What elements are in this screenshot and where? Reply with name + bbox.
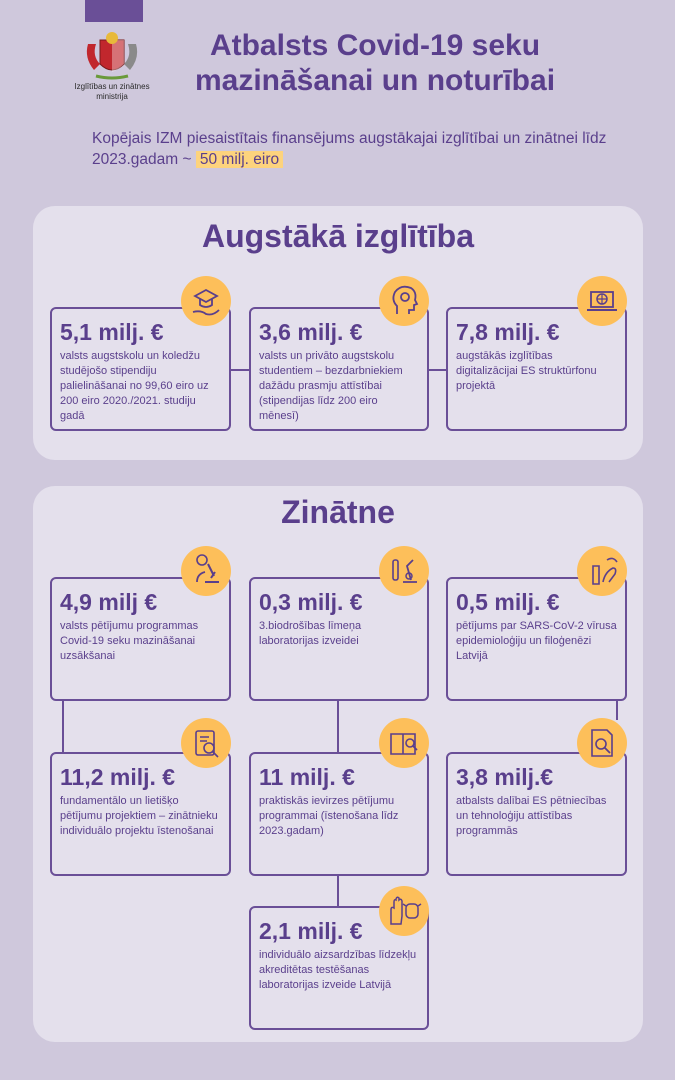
card-amount: 5,1 milj. € (60, 319, 164, 345)
card-digitalization: 7,8 milj. € augstākās izglītības digital… (446, 307, 627, 431)
card-unemployed-students: 3,6 milj. € valsts un privāto augstskolu… (249, 307, 429, 431)
card-amount: 3,8 milj.€ (456, 764, 554, 790)
card-practical-research: 11 milj. € praktiskās ievirzes pētījumu … (249, 752, 429, 876)
head-gear-icon (379, 276, 429, 326)
science-heading: Zinātne (281, 494, 395, 530)
connector-line (62, 700, 64, 752)
connector-line (616, 700, 618, 720)
card-amount: 7,8 milj. € (456, 319, 560, 345)
intro-body: Kopējais IZM piesaistītais finansējums a… (92, 130, 607, 168)
connector-line (337, 700, 339, 752)
test-tube-hand-icon (577, 546, 627, 596)
graduation-cap-hand-icon (181, 276, 231, 326)
laptop-globe-icon (577, 276, 627, 326)
card-description: augstākās izglītības digitalizācijai ES … (456, 350, 597, 392)
connector-line (229, 369, 251, 371)
card-ppe-lab: 2,1 milj. € individuālo aizsardzības līd… (249, 906, 429, 1030)
card-fundamental-research: 11,2 milj. € fundamentālo un lietišķo pē… (50, 752, 231, 876)
card-amount: 0,5 milj. € (456, 589, 560, 615)
card-stipends: 5,1 milj. € valsts augstskolu un koledžu… (50, 307, 231, 431)
card-amount: 4,9 milj € (60, 589, 158, 615)
intro-text: Kopējais IZM piesaistītais finansējums a… (92, 128, 612, 170)
card-description: 3.biodrošības līmeņa laboratorijas izvei… (259, 620, 362, 647)
microscope-virus-icon (181, 546, 231, 596)
card-description: atbalsts dalībai ES pētniecības un tehno… (456, 795, 607, 837)
card-sars-cov-2-study: 0,5 milj. € pētījums par SARS-CoV-2 vīru… (446, 577, 627, 701)
card-description: valsts pētījumu programmas Covid-19 seku… (60, 620, 199, 662)
clipboard-search-icon (181, 718, 231, 768)
card-amount: 2,1 milj. € (259, 918, 363, 944)
card-description: pētījums par SARS-CoV-2 vīrusa epidemiol… (456, 620, 617, 662)
card-amount: 11,2 milj. € (60, 764, 176, 790)
glove-mask-icon (379, 886, 429, 936)
logo-caption: Izglītības un zinātnes ministrija (74, 82, 150, 101)
book-magnifier-icon (379, 718, 429, 768)
connector-line (427, 369, 449, 371)
lab-equipment-icon (379, 546, 429, 596)
card-description: valsts augstskolu un koledžu studējošo s… (60, 350, 209, 422)
card-biosafety-lab: 0,3 milj. € 3.biodrošības līmeņa laborat… (249, 577, 429, 701)
connector-line (337, 876, 339, 906)
card-description: fundamentālo un lietišķo pētījumu projek… (60, 795, 218, 837)
card-covid-research: 4,9 milj € valsts pētījumu programmas Co… (50, 577, 231, 701)
card-amount: 0,3 milj. € (259, 589, 363, 615)
card-description: valsts un privāto augstskolu studentiem … (259, 350, 403, 422)
page-title: Atbalsts Covid-19 seku mazināšanai un no… (194, 29, 556, 97)
coat-of-arms-icon (86, 32, 138, 80)
higher-education-heading: Augstākā izglītība (201, 218, 475, 254)
card-amount: 11 milj. € (259, 764, 355, 790)
intro-highlight: 50 milj. eiro (195, 151, 284, 168)
card-description: individuālo aizsardzības līdzekļu akredi… (259, 949, 417, 991)
card-description: praktiskās ievirzes pētījumu programmai … (259, 795, 399, 837)
card-amount: 3,6 milj. € (259, 319, 363, 345)
document-search-icon (577, 718, 627, 768)
ministry-logo: Izglītības un zinātnes ministrija (62, 30, 162, 108)
top-accent-bar (85, 0, 143, 22)
card-eu-programmes: 3,8 milj.€ atbalsts dalībai ES pētniecīb… (446, 752, 627, 876)
